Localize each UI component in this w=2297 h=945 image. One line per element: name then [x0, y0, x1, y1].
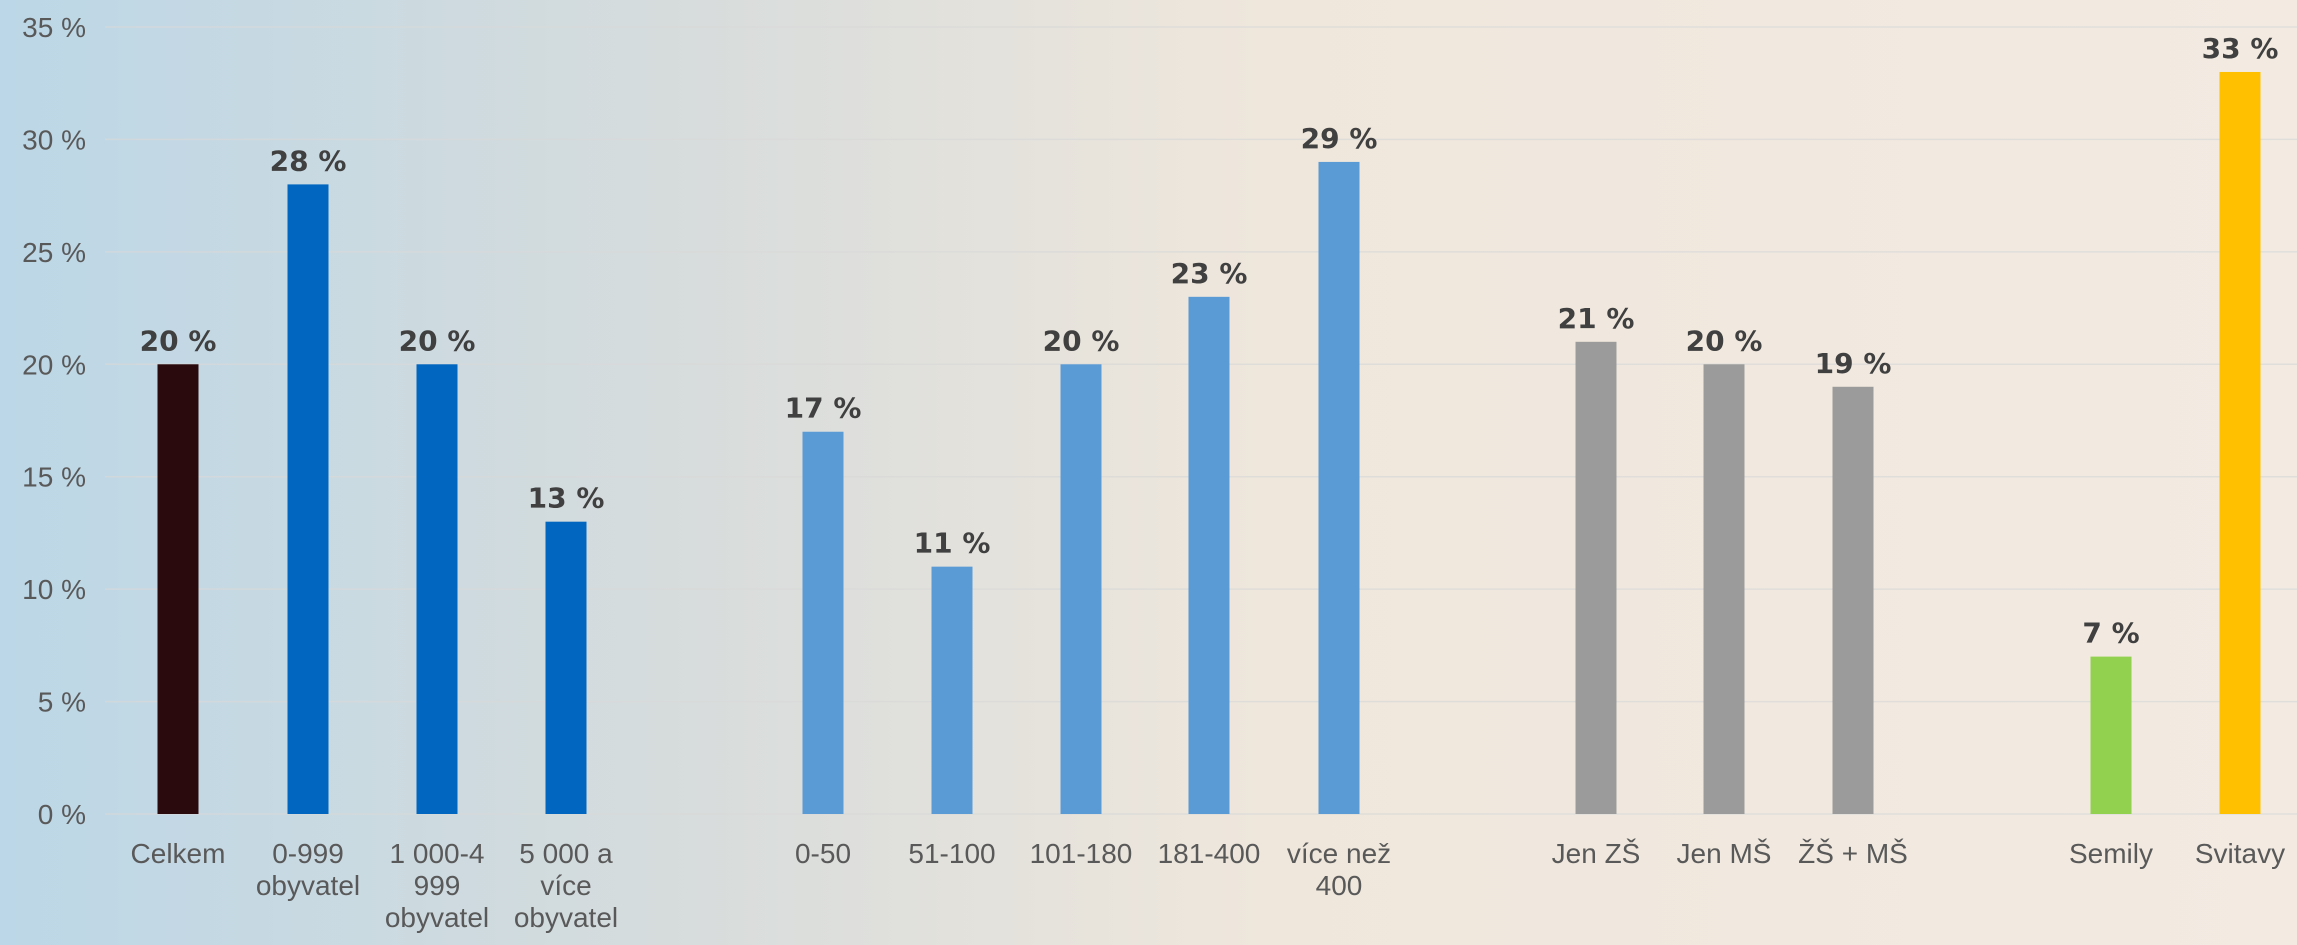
y-axis-ticks: 0 % 5 % 10 % 15 % 20 % 25 % 30 % 35 % — [22, 12, 86, 830]
data-label: 13 % — [528, 482, 605, 515]
data-label: 11 % — [914, 527, 991, 560]
data-label: 29 % — [1301, 122, 1378, 155]
y-tick-label: 0 % — [38, 799, 86, 830]
y-tick-label: 30 % — [22, 124, 86, 155]
x-tick-label: ŽŠ + MŠ — [1798, 838, 1908, 869]
x-tick-label: Semily — [2069, 838, 2153, 869]
x-tick-label: více než 400 — [1287, 838, 1391, 901]
bar — [1703, 364, 1745, 814]
data-label: 20 % — [1686, 324, 1763, 357]
data-label: 17 % — [785, 392, 862, 425]
data-label: 33 % — [2202, 32, 2279, 65]
bar — [157, 364, 199, 814]
bar — [1832, 386, 1874, 814]
bar — [1575, 341, 1617, 814]
data-label: 20 % — [140, 324, 217, 357]
data-label: 21 % — [1558, 302, 1635, 335]
data-label: 20 % — [399, 324, 476, 357]
data-label: 20 % — [1043, 324, 1120, 357]
y-tick-label: 25 % — [22, 237, 86, 268]
bars — [157, 71, 2261, 814]
x-tick-label: Svitavy — [2195, 838, 2285, 869]
x-tick-label: 1 000-4 999 obyvatel — [385, 838, 489, 933]
bar — [2090, 656, 2132, 814]
bar — [2219, 71, 2261, 814]
x-tick-label: 101-180 — [1030, 838, 1133, 869]
x-tick-label: 181-400 — [1158, 838, 1261, 869]
x-tick-label: 5 000 a více obyvatel — [514, 838, 618, 933]
y-tick-label: 15 % — [22, 462, 86, 493]
data-label: 28 % — [270, 144, 347, 177]
bar — [931, 566, 973, 814]
y-tick-label: 35 % — [22, 12, 86, 43]
x-tick-label: 0-999 obyvatel — [256, 838, 360, 901]
bar — [416, 364, 458, 814]
data-label: 23 % — [1171, 257, 1248, 290]
x-tick-label: 0-50 — [795, 838, 851, 869]
bar — [1188, 296, 1230, 814]
bar — [802, 431, 844, 814]
bar — [1318, 161, 1360, 814]
x-tick-label: Celkem — [131, 838, 226, 869]
data-labels: 20 % 28 % 20 % 13 % 17 % 11 % 20 % 23 % 29 % 21 %… — [140, 32, 2279, 650]
bar — [545, 521, 587, 814]
bar — [1060, 364, 1102, 814]
y-tick-label: 10 % — [22, 574, 86, 605]
y-tick-label: 20 % — [22, 349, 86, 380]
x-tick-label: Jen MŠ — [1677, 838, 1772, 869]
x-axis-labels: Celkem 0-999 obyvatel 1 000-4 999 obyvatel 5 0… — [131, 838, 2286, 933]
x-tick-label: 51-100 — [908, 838, 995, 869]
y-tick-label: 5 % — [38, 687, 86, 718]
data-label: 7 % — [2082, 617, 2139, 650]
bar — [287, 184, 329, 814]
x-tick-label: Jen ZŠ — [1552, 838, 1641, 869]
data-label: 19 % — [1815, 347, 1892, 380]
